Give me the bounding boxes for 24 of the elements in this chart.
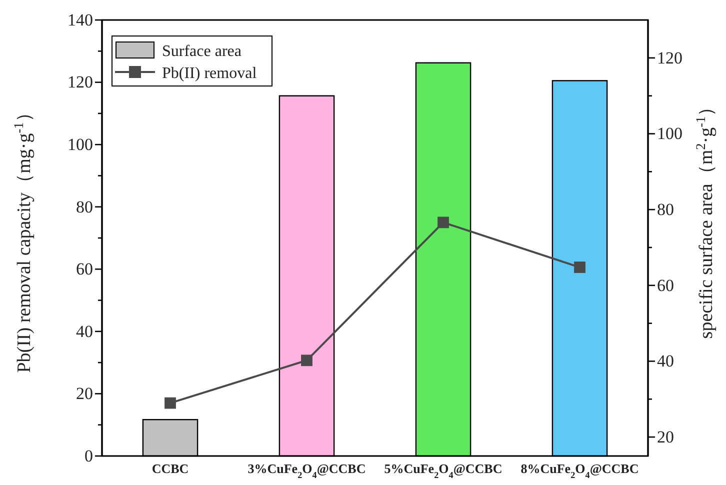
y-tick-label: 40 — [76, 322, 93, 341]
y2-tick-label: 100 — [657, 124, 682, 144]
y-tick-label: 20 — [76, 384, 93, 404]
x-tick-label: 8%CuFe$_{2}$O$_{4}$@CCBC — [520, 461, 639, 480]
y-tick-label: 120 — [68, 72, 93, 92]
y-tick-label: 0 — [84, 446, 93, 466]
point — [164, 397, 176, 409]
x-tick-label: 3%CuFe$_{2}$O$_{4}$@CCBC — [248, 461, 366, 480]
point — [438, 216, 449, 228]
legend-label: Surface area — [162, 43, 242, 60]
y2-tick-label: 120 — [657, 48, 682, 68]
x-tick-label: CCBC — [152, 461, 189, 476]
point — [574, 262, 586, 273]
x-tick-label: 5%CuFe$_{2}$O$_{4}$@CCBC — [384, 461, 502, 480]
y-tick-label: 60 — [76, 260, 93, 279]
y2-tick-label: 60 — [657, 276, 674, 295]
y-tick-label: 80 — [76, 197, 93, 216]
y2-tick-label: 40 — [657, 352, 674, 371]
legend-label: Pb(II) removal — [162, 65, 258, 82]
y-tick-label: 100 — [68, 135, 93, 154]
y-tick-label: 140 — [68, 10, 93, 30]
y2-tick-label: 20 — [657, 427, 674, 446]
y2-tick-label: 80 — [657, 200, 674, 220]
point — [301, 354, 312, 366]
